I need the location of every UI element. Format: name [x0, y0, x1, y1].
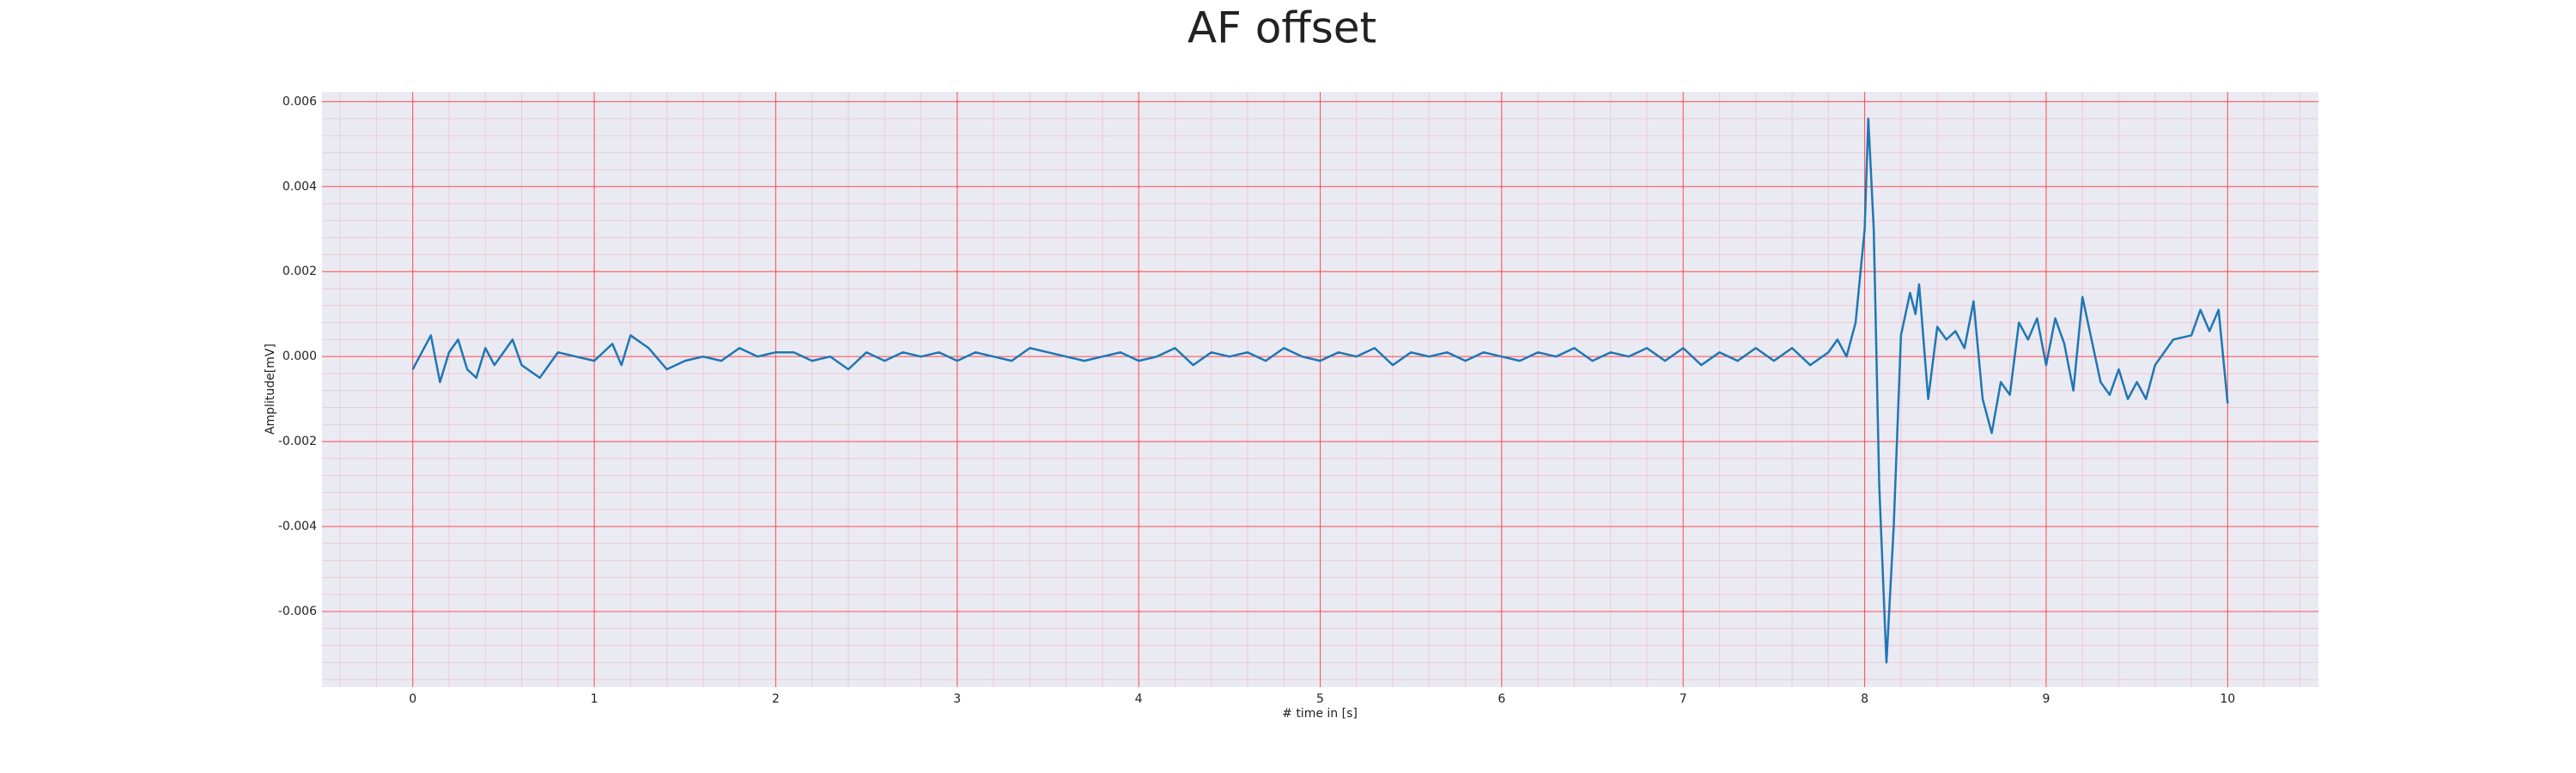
x-tick-label: 4 [1135, 692, 1143, 706]
x-tick-label: 0 [409, 692, 416, 706]
x-tick-label: 6 [1498, 692, 1505, 706]
x-tick-label: 5 [1316, 692, 1324, 706]
x-tick-label: 3 [953, 692, 961, 706]
y-tick-label: -0.006 [278, 605, 317, 618]
y-tick-label: 0.000 [283, 350, 317, 363]
y-tick-label: -0.002 [278, 435, 317, 448]
y-tick-label: 0.004 [283, 180, 317, 193]
x-tick-label: 7 [1680, 692, 1687, 706]
x-tick-label: 10 [2220, 692, 2235, 706]
x-tick-label: 1 [591, 692, 598, 706]
data-line [411, 117, 2229, 664]
chart-title: AF offset [1188, 3, 1376, 53]
y-axis-label: Amplitude[mV] [264, 344, 277, 435]
y-tick-label: -0.004 [278, 520, 317, 533]
x-tick-label: 2 [772, 692, 780, 706]
y-tick-label: 0.006 [283, 94, 317, 108]
y-tick-label: 0.002 [283, 265, 317, 278]
x-axis-label: # time in [s] [1282, 707, 1358, 721]
x-tick-label: 9 [2042, 692, 2050, 706]
x-tick-label: 8 [1861, 692, 1868, 706]
